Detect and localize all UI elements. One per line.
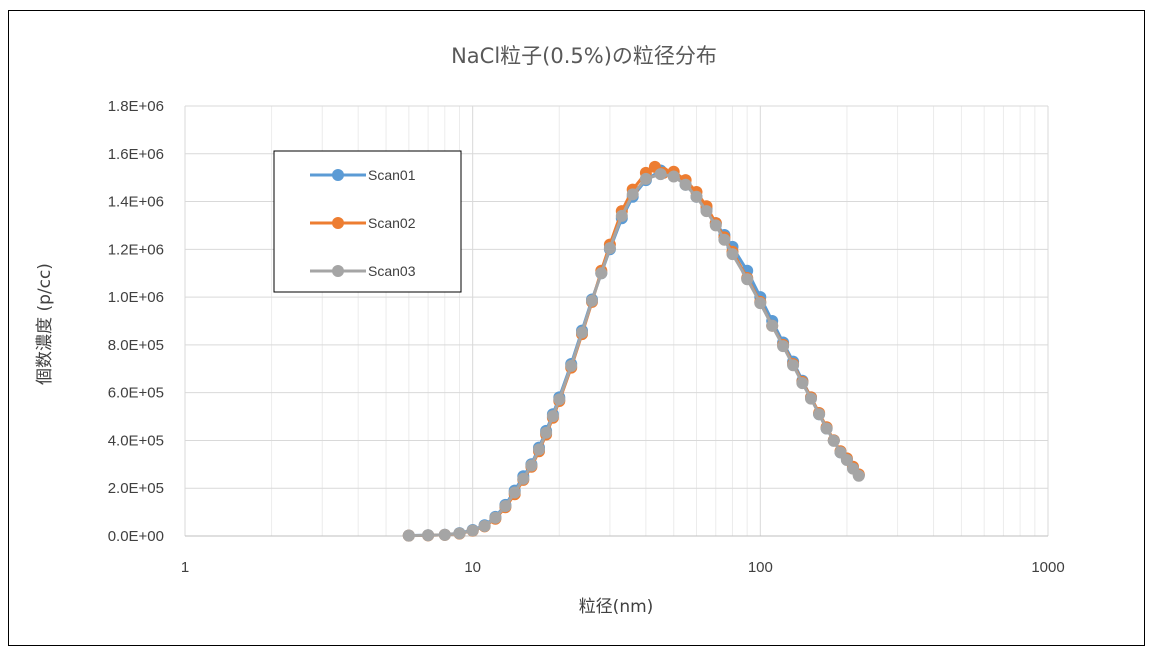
data-point-scan03 <box>517 472 530 485</box>
data-point-scan03 <box>540 426 553 439</box>
data-point-scan03 <box>489 511 502 524</box>
y-tick-label: 1.4E+06 <box>108 194 164 211</box>
legend-swatch-marker <box>332 217 344 229</box>
data-point-scan03 <box>402 529 415 542</box>
data-point-scan03 <box>615 209 628 222</box>
plot-series <box>402 160 865 542</box>
legend-swatch-marker <box>332 169 344 181</box>
legend: Scan01 Scan02 Scan03 <box>273 150 462 293</box>
legend-label: Scan02 <box>368 215 416 231</box>
data-point-scan03 <box>796 377 809 390</box>
data-point-scan03 <box>700 205 713 218</box>
data-point-scan03 <box>466 524 479 537</box>
data-point-scan03 <box>690 190 703 203</box>
data-point-scan03 <box>639 172 652 185</box>
data-point-scan03 <box>820 422 833 435</box>
data-point-scan03 <box>754 297 767 310</box>
data-point-scan03 <box>805 392 817 405</box>
data-point-scan03 <box>525 459 538 472</box>
data-point-scan03 <box>679 178 692 191</box>
data-point-scan03 <box>741 273 754 286</box>
data-point-scan03 <box>787 359 800 372</box>
y-axis-label: 個数濃度 (p/cc) <box>35 263 55 385</box>
data-point-scan03 <box>718 233 731 246</box>
y-tick-label: 6.0E+05 <box>108 385 164 402</box>
legend-label: Scan03 <box>368 263 416 279</box>
data-point-scan03 <box>553 393 566 406</box>
grid <box>184 105 1049 537</box>
y-tick-label: 1.2E+06 <box>108 241 164 258</box>
data-point-scan03 <box>777 340 790 353</box>
series-line-scan01 <box>408 169 860 537</box>
data-point-scan03 <box>438 528 451 541</box>
data-point-scan03 <box>840 454 853 466</box>
legend-label: Scan01 <box>368 167 416 183</box>
legend-swatch-marker <box>332 265 344 277</box>
axes: 1 10 100 1000 0.0E+00 2.0E+05 4.0E+05 6.0E+05 8.… <box>108 98 1065 576</box>
y-tick-label: 1.8E+06 <box>108 98 164 115</box>
chart-area <box>8 10 1145 646</box>
series-line-scan02 <box>408 165 860 538</box>
y-tick-label: 4.0E+05 <box>108 432 164 449</box>
data-point-scan03 <box>499 500 512 513</box>
legend-box <box>273 150 462 293</box>
data-point-scan03 <box>654 168 667 181</box>
series-line-scan03 <box>408 172 860 538</box>
data-point-scan03 <box>595 267 608 280</box>
data-point-scan03 <box>626 188 639 201</box>
data-point-scan03 <box>603 242 616 255</box>
x-tick-label: 1000 <box>1031 559 1064 576</box>
chart-title: NaCl粒子(0.5%)の粒径分布 <box>451 44 717 68</box>
y-tick-label: 2.0E+05 <box>108 480 164 497</box>
x-axis-label: 粒径(nm) <box>579 597 654 617</box>
y-tick-label: 1.0E+06 <box>108 289 164 306</box>
data-point-scan03 <box>667 170 680 183</box>
x-tick-label: 10 <box>464 559 481 576</box>
x-tick-label: 100 <box>748 559 773 576</box>
data-point-scan03 <box>709 219 722 232</box>
y-tick-label: 0.0E+00 <box>108 528 164 545</box>
data-point-scan03 <box>478 520 491 532</box>
data-point-scan03 <box>766 319 779 332</box>
x-tick-label: 1 <box>181 559 189 576</box>
data-point-scan03 <box>546 410 559 423</box>
data-point-scan03 <box>422 529 435 542</box>
data-point-scan03 <box>453 527 466 540</box>
data-point-scan03 <box>852 469 865 482</box>
y-tick-label: 8.0E+05 <box>108 337 164 354</box>
data-point-scan03 <box>565 359 578 372</box>
data-point-scan03 <box>576 326 588 339</box>
data-point-scan03 <box>827 434 840 447</box>
data-point-scan03 <box>726 248 739 261</box>
data-point-scan03 <box>586 294 598 307</box>
data-point-scan03 <box>508 486 521 499</box>
y-tick-label: 1.6E+06 <box>108 146 164 163</box>
data-point-scan03 <box>813 408 826 421</box>
data-point-scan03 <box>533 443 545 456</box>
